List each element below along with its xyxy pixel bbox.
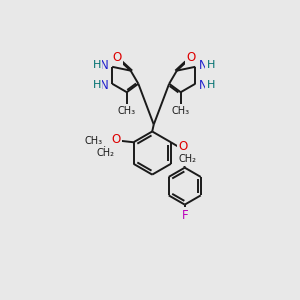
Text: H: H xyxy=(206,80,215,90)
Text: H: H xyxy=(93,60,101,70)
Text: CH₃: CH₃ xyxy=(172,106,190,116)
Text: CH₂: CH₂ xyxy=(97,148,115,158)
Text: H: H xyxy=(93,80,101,90)
Text: O: O xyxy=(186,51,195,64)
Text: F: F xyxy=(182,209,188,222)
Text: CH₃: CH₃ xyxy=(84,136,103,146)
Text: CH₂: CH₂ xyxy=(179,154,197,164)
Text: N: N xyxy=(199,59,207,72)
Text: O: O xyxy=(112,51,122,64)
Text: N: N xyxy=(100,59,109,72)
Text: H: H xyxy=(206,60,215,70)
Text: O: O xyxy=(178,140,188,153)
Text: N: N xyxy=(199,79,207,92)
Text: CH₃: CH₃ xyxy=(118,106,136,116)
Text: N: N xyxy=(100,79,109,92)
Text: O: O xyxy=(111,134,121,146)
